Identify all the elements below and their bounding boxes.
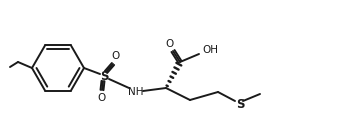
Text: OH: OH [202,45,218,55]
Text: S: S [236,98,244,110]
Text: O: O [165,39,173,49]
Text: NH: NH [128,87,144,97]
Text: O: O [112,51,120,61]
Text: S: S [100,70,108,83]
Text: O: O [98,93,106,103]
